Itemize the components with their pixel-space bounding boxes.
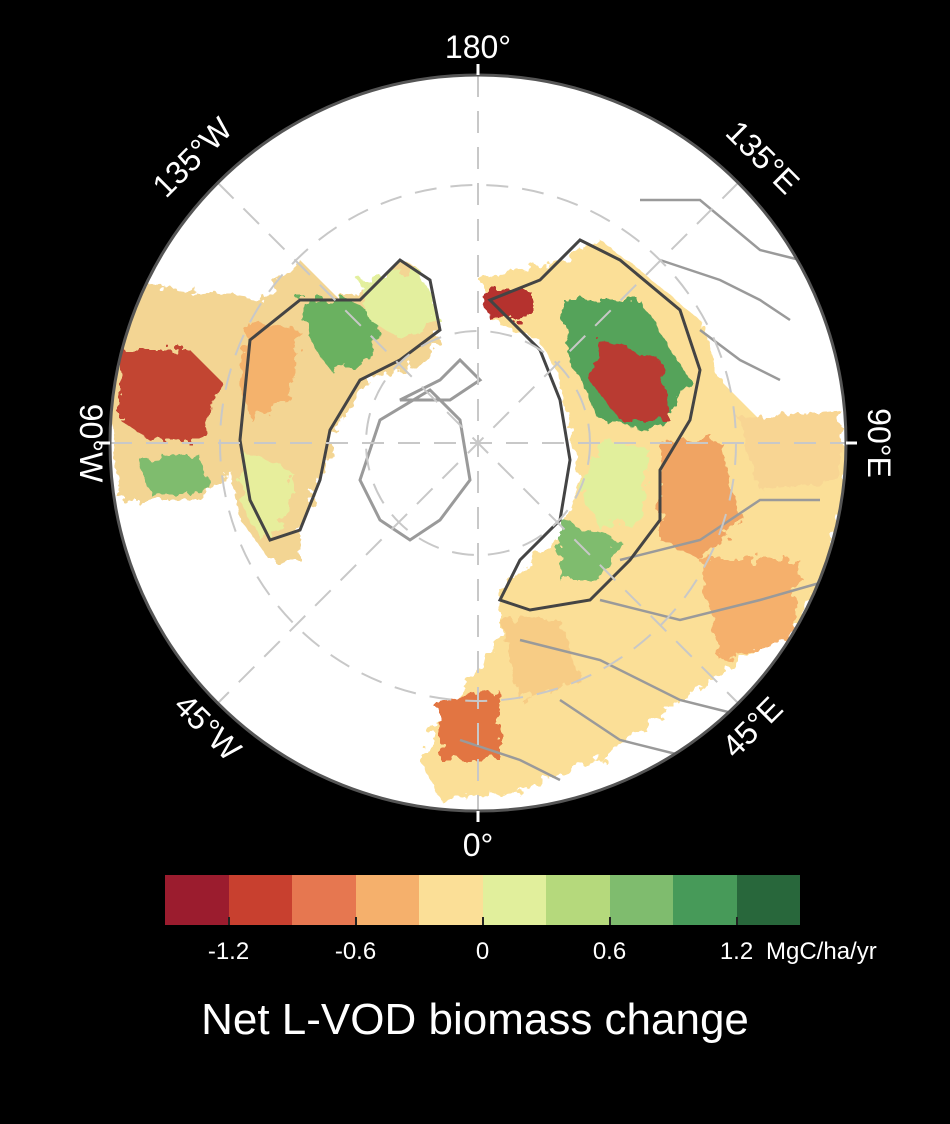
graticule — [110, 75, 846, 811]
north-america-land — [110, 260, 440, 560]
colorbar-swatch — [546, 875, 610, 925]
lon-label-0: 0° — [463, 827, 494, 863]
colorbar-swatch — [292, 875, 356, 925]
polar-map: 180° 0° 135°W 135°E 90°W 90°E 45°W 45°E — [73, 29, 897, 863]
colorbar-swatch — [228, 875, 292, 925]
colorbar-swatch — [165, 875, 229, 925]
colorbar-swatch — [482, 875, 546, 925]
colorbar-unit: MgC/ha/yr — [766, 938, 877, 965]
colorbar-tick-mark — [227, 917, 230, 925]
colorbar-tick-mark — [735, 917, 738, 925]
colorbar-swatch — [419, 875, 483, 925]
colorbar-tick-mark — [481, 917, 484, 925]
colorbar-tick-label: 0.6 — [592, 938, 627, 965]
colorbar-swatch — [609, 875, 673, 925]
lon-label-180: 180° — [445, 29, 511, 65]
colorbar — [165, 875, 800, 925]
lon-label-90w: 90°W — [73, 404, 109, 483]
colorbar-tick-label: 0 — [475, 938, 490, 965]
legend-title: Net L-VOD biomass change — [201, 995, 749, 1044]
colorbar-swatch — [673, 875, 737, 925]
greenland-coastline — [358, 357, 483, 542]
colorbar-tick-mark — [608, 917, 611, 925]
boreal-outline — [238, 238, 702, 612]
colorbar-tick-mark — [354, 917, 357, 925]
colorbar-tick-label: -0.6 — [334, 938, 377, 965]
colorbar-swatch — [355, 875, 419, 925]
rim-ticks — [99, 64, 857, 822]
lon-label-90e: 90°E — [861, 408, 897, 478]
eurasia-borders — [459, 198, 831, 782]
colorbar-swatch — [736, 875, 800, 925]
colorbar-tick-label: 1.2 — [719, 938, 754, 965]
colorbar-tick-label: -1.2 — [207, 938, 250, 965]
eurasia-land — [420, 240, 846, 800]
